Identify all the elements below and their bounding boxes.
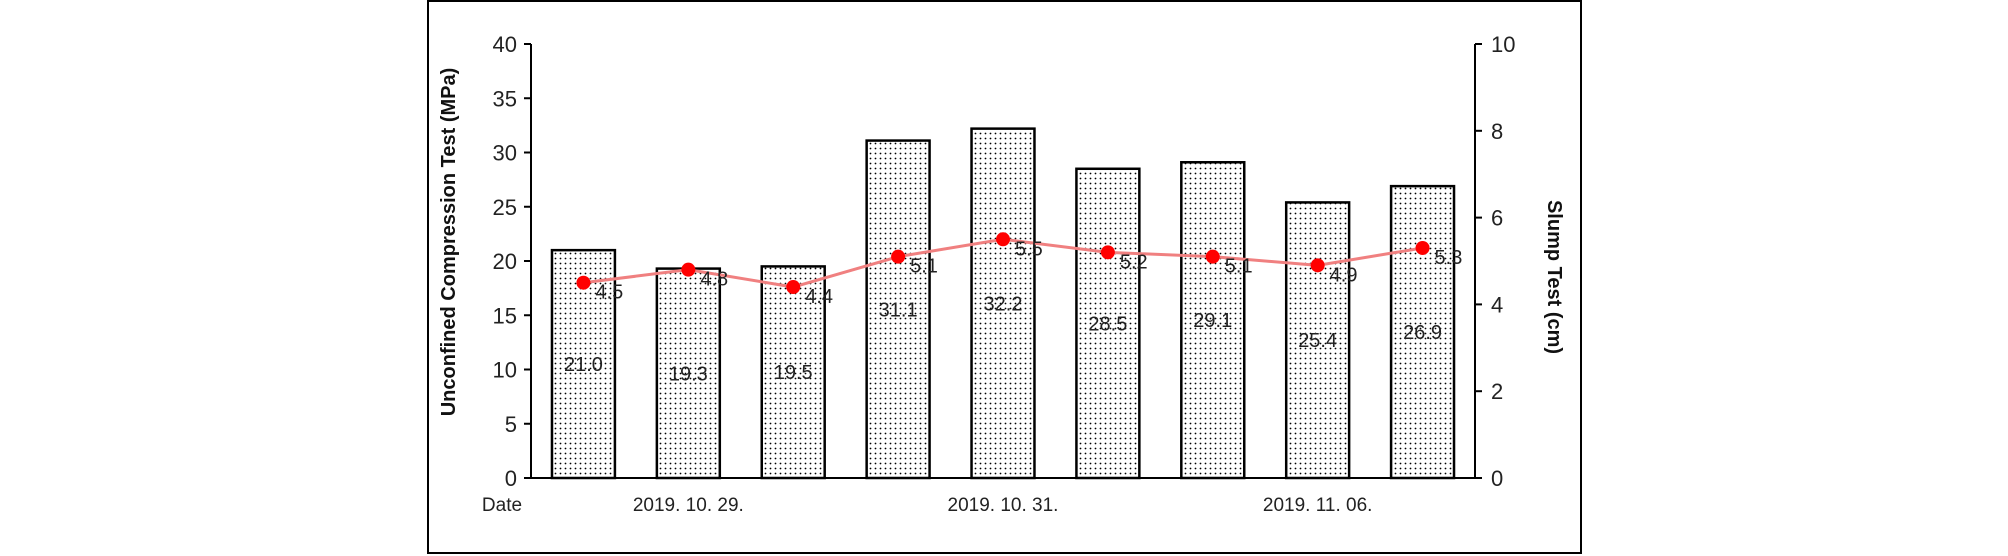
line-value-label: 4.9: [1330, 264, 1358, 286]
y-tick-label: 35: [493, 86, 517, 111]
x-axis-prefix-label: Date: [482, 495, 522, 516]
y-tick-label: 40: [493, 32, 517, 57]
y-tick-label: 25: [493, 195, 517, 220]
bar-value-label: 25.4: [1298, 330, 1337, 352]
slump-point: [681, 262, 696, 277]
bar-value-label: 26.9: [1403, 322, 1442, 344]
y2-tick-label: 0: [1491, 466, 1503, 491]
y-tick-label: 15: [493, 303, 517, 328]
bar-value-label: 31.1: [879, 299, 918, 321]
line-labels-group: 4.5 4.8 4.4 5.1 5.5 5.2 5.1 4.9 5.3: [595, 238, 1462, 308]
slump-point: [1100, 245, 1115, 260]
y-tick-label: 20: [493, 249, 517, 274]
line-value-label: 5.3: [1435, 247, 1463, 269]
bar-value-label: 19.5: [774, 362, 813, 384]
slump-point: [576, 275, 591, 290]
line-value-label: 5.1: [1225, 256, 1253, 278]
bar: [865, 139, 931, 480]
bar: [970, 127, 1036, 480]
slump-point: [1415, 240, 1430, 255]
bar-value-label: 19.3: [669, 363, 708, 385]
line-value-label: 5.1: [910, 256, 938, 278]
y2-tick-label: 4: [1491, 292, 1503, 317]
bar-value-label: 32.2: [984, 293, 1023, 315]
line-value-label: 4.4: [805, 286, 833, 308]
x-category-label: 2019. 10. 29.: [633, 495, 744, 516]
y2-tick-label: 10: [1491, 32, 1515, 57]
y-tick-label: 10: [493, 358, 517, 383]
bar: [1284, 201, 1351, 480]
line-value-label: 5.2: [1120, 251, 1148, 273]
x-category-label: 2019. 10. 31.: [948, 495, 1059, 516]
line-value-label: 4.8: [700, 269, 728, 291]
y2-tick-label: 6: [1491, 206, 1503, 231]
line-value-label: 4.5: [595, 282, 623, 304]
bars-group: [550, 127, 1456, 480]
slump-point: [891, 249, 906, 264]
slump-point: [996, 232, 1010, 247]
y-tick-label: 0: [505, 466, 517, 491]
y-axis-title: Unconfined Compression Test (MPa): [438, 68, 460, 417]
bar-labels-group: 21.0 19.3 19.5 31.1 32.2 28.5 29.1 25.4 26.9: [564, 293, 1442, 385]
y-tick-label: 30: [493, 141, 517, 166]
bar-value-label: 29.1: [1193, 310, 1232, 332]
bar-value-label: 28.5: [1088, 313, 1127, 335]
y2-tick-label: 2: [1491, 379, 1503, 404]
bar: [1389, 184, 1456, 480]
slump-point: [1205, 249, 1220, 264]
bar: [1180, 161, 1246, 480]
line-series-group: [576, 232, 1430, 295]
x-category-label: 2019. 11. 06.: [1263, 495, 1373, 516]
chart-frame: 21.0 19.3 19.5 31.1 32.2 28.5 29.1 25.4 26.9 4.5…: [427, 0, 1582, 554]
tick-labels-group: 0 5 10 15 20 25 30 35 40 0 2 4 6 8 10 2019. 10. 29. 2019…: [493, 32, 1516, 516]
line-value-label: 5.5: [1015, 238, 1043, 260]
y2-tick-label: 8: [1491, 119, 1503, 144]
y-tick-label: 5: [505, 412, 517, 437]
bar: [1075, 167, 1141, 480]
y2-axis-title: Slump Test (cm): [1543, 200, 1565, 354]
slump-point: [1310, 258, 1325, 273]
combo-chart: 21.0 19.3 19.5 31.1 32.2 28.5 29.1 25.4 26.9 4.5…: [438, 32, 1565, 516]
bar: [760, 265, 826, 480]
bar-value-label: 21.0: [564, 354, 603, 376]
slump-point: [786, 280, 801, 295]
